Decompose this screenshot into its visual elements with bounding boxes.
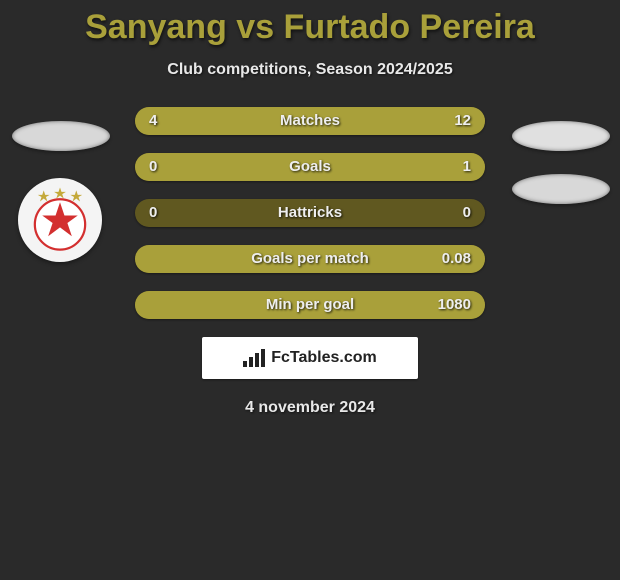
page-title: Sanyang vs Furtado Pereira bbox=[0, 0, 620, 47]
stat-value-right: 1 bbox=[463, 153, 471, 181]
date-line: 4 november 2024 bbox=[0, 399, 620, 417]
brand-box: FcTables.com bbox=[202, 337, 418, 379]
stat-label: Goals per match bbox=[135, 245, 485, 273]
stat-row: Min per goal1080 bbox=[135, 291, 485, 319]
stat-row: 4Matches12 bbox=[135, 107, 485, 135]
stat-value-right: 1080 bbox=[438, 291, 471, 319]
stat-label: Hattricks bbox=[135, 199, 485, 227]
brand-bars-icon bbox=[243, 349, 265, 367]
stat-value-right: 0.08 bbox=[442, 245, 471, 273]
stat-label: Matches bbox=[135, 107, 485, 135]
stats-container: 4Matches120Goals10Hattricks0Goals per ma… bbox=[0, 107, 620, 319]
stat-row: Goals per match0.08 bbox=[135, 245, 485, 273]
stat-row: 0Hattricks0 bbox=[135, 199, 485, 227]
subtitle: Club competitions, Season 2024/2025 bbox=[0, 61, 620, 79]
stat-value-right: 12 bbox=[454, 107, 471, 135]
stat-label: Goals bbox=[135, 153, 485, 181]
stat-value-right: 0 bbox=[463, 199, 471, 227]
brand-text: FcTables.com bbox=[271, 349, 377, 367]
stat-row: 0Goals1 bbox=[135, 153, 485, 181]
stat-label: Min per goal bbox=[135, 291, 485, 319]
